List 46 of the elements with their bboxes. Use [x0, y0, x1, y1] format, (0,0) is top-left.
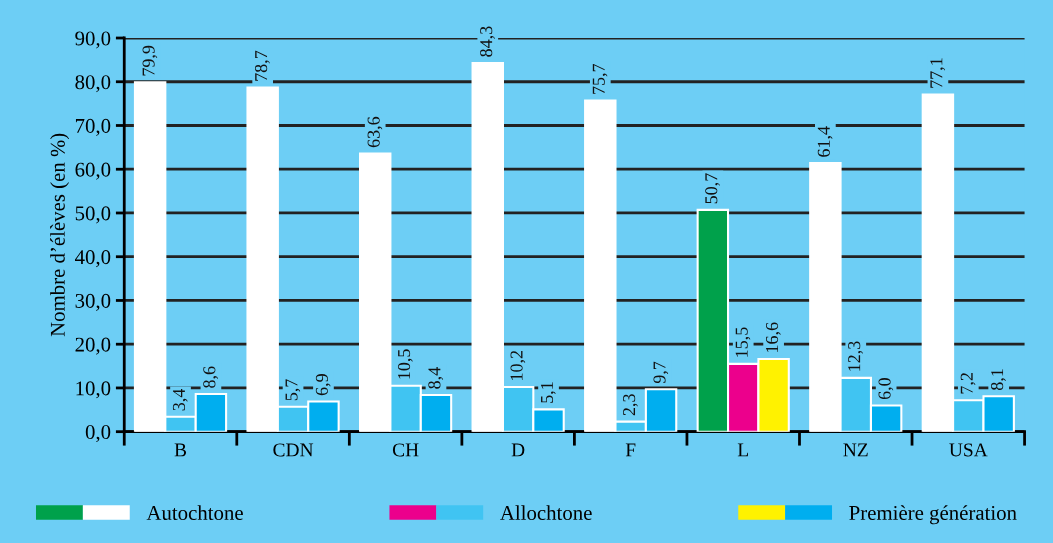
y-tick-label: 70,0 — [75, 118, 111, 136]
x-tick-label: L — [737, 443, 748, 457]
data-label: 6,9 — [315, 374, 331, 396]
data-label: 12,3 — [848, 341, 863, 371]
data-label: 15,5 — [735, 327, 751, 357]
data-label: 50,7 — [705, 173, 720, 204]
legend-label: Autochtone — [146, 505, 243, 520]
data-label: 77,1 — [930, 58, 946, 88]
x-tick-label: USA — [949, 443, 988, 457]
y-tick-label: 30,0 — [75, 293, 111, 311]
y-tick-label: 60,0 — [75, 162, 111, 180]
data-label: 5,1 — [540, 382, 556, 403]
y-axis-title: Nombre d’élèves (en %) — [50, 133, 70, 337]
data-label: 5,7 — [285, 379, 301, 401]
x-tick-label: CDN — [273, 443, 314, 457]
data-label: 2,3 — [623, 394, 638, 416]
x-tick-label: CH — [392, 443, 419, 457]
x-tick-label: NZ — [843, 443, 868, 457]
y-tick-label: 10,0 — [76, 381, 111, 399]
y-tick-label: 20,0 — [75, 337, 111, 355]
data-label: 84,3 — [480, 26, 495, 57]
y-tick-label: 50,0 — [75, 206, 111, 224]
legend-label: Première génération — [849, 505, 1017, 525]
data-label: 16,6 — [765, 322, 781, 352]
x-tick-label: B — [174, 443, 187, 457]
data-label: 61,4 — [817, 126, 833, 157]
y-tick-label: 80,0 — [75, 75, 111, 93]
data-label: 8,1 — [991, 369, 1006, 391]
x-tick-label: D — [511, 443, 525, 457]
data-label: 8,6 — [203, 366, 219, 388]
data-label: 78,7 — [255, 50, 270, 81]
legend-label: Allochtone — [500, 505, 592, 520]
data-label: 6,0 — [878, 378, 894, 400]
data-label: 9,7 — [653, 361, 669, 384]
y-tick-label: 40,0 — [75, 250, 111, 268]
y-tick-label: 90,0 — [75, 31, 111, 49]
data-label: 10,5 — [397, 349, 413, 379]
data-label: 75,7 — [592, 63, 608, 94]
data-label: 10,2 — [510, 350, 526, 380]
data-label: 3,4 — [172, 388, 188, 411]
y-tick-label: 0,0 — [85, 425, 111, 443]
data-label: 63,6 — [367, 116, 383, 148]
data-label: 79,9 — [142, 45, 158, 76]
data-label: 8,4 — [428, 367, 444, 389]
data-label: 7,2 — [960, 373, 976, 394]
x-tick-label: F — [625, 443, 636, 457]
